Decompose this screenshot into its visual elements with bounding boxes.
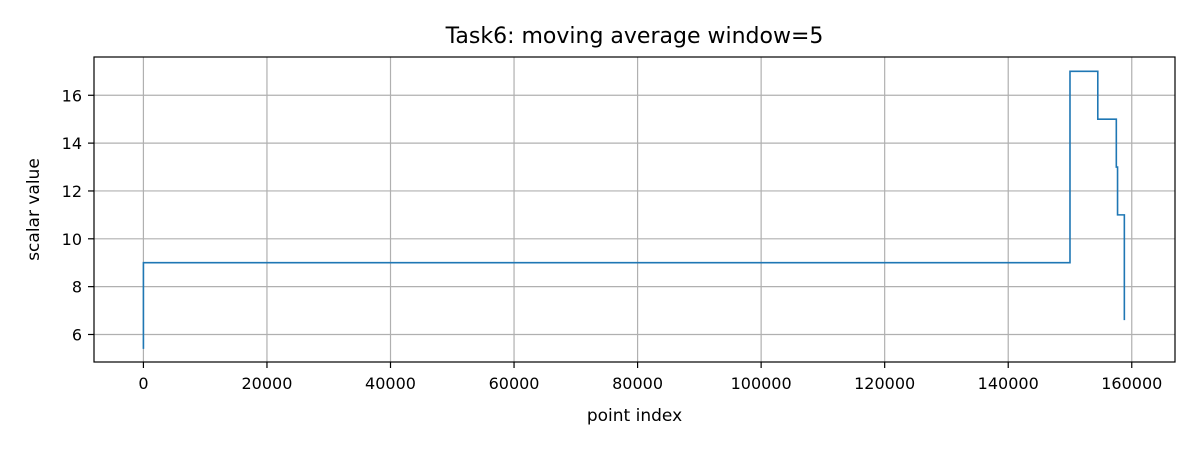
y-tick-label: 14 [62, 134, 82, 153]
y-tick-label: 16 [62, 86, 82, 105]
x-tick-label: 40000 [365, 374, 416, 393]
grid [94, 57, 1175, 362]
series-line [142, 70, 1126, 349]
x-tick-label: 60000 [489, 374, 540, 393]
x-tick-label: 120000 [854, 374, 915, 393]
x-tick-label: 20000 [242, 374, 293, 393]
x-tick-label: 80000 [612, 374, 663, 393]
ticks: 0 20000 40000 60000 80000 100000 120000 140000 1… [62, 86, 1163, 393]
y-axis-label: scalar value [24, 158, 44, 261]
y-tick-label: 6 [72, 325, 82, 344]
chart-title: Task6: moving average window=5 [445, 24, 824, 49]
plot-frame [93, 56, 1176, 363]
x-tick-label: 100000 [731, 374, 792, 393]
x-tick-label: 140000 [978, 374, 1039, 393]
y-tick-label: 12 [62, 182, 82, 201]
series-layer [142, 70, 1126, 349]
y-tick-label: 8 [72, 278, 82, 297]
x-axis-label: point index [587, 406, 682, 426]
x-tick-label: 160000 [1101, 374, 1162, 393]
y-tick-label: 10 [62, 230, 82, 249]
x-tick-label: 0 [138, 374, 148, 393]
